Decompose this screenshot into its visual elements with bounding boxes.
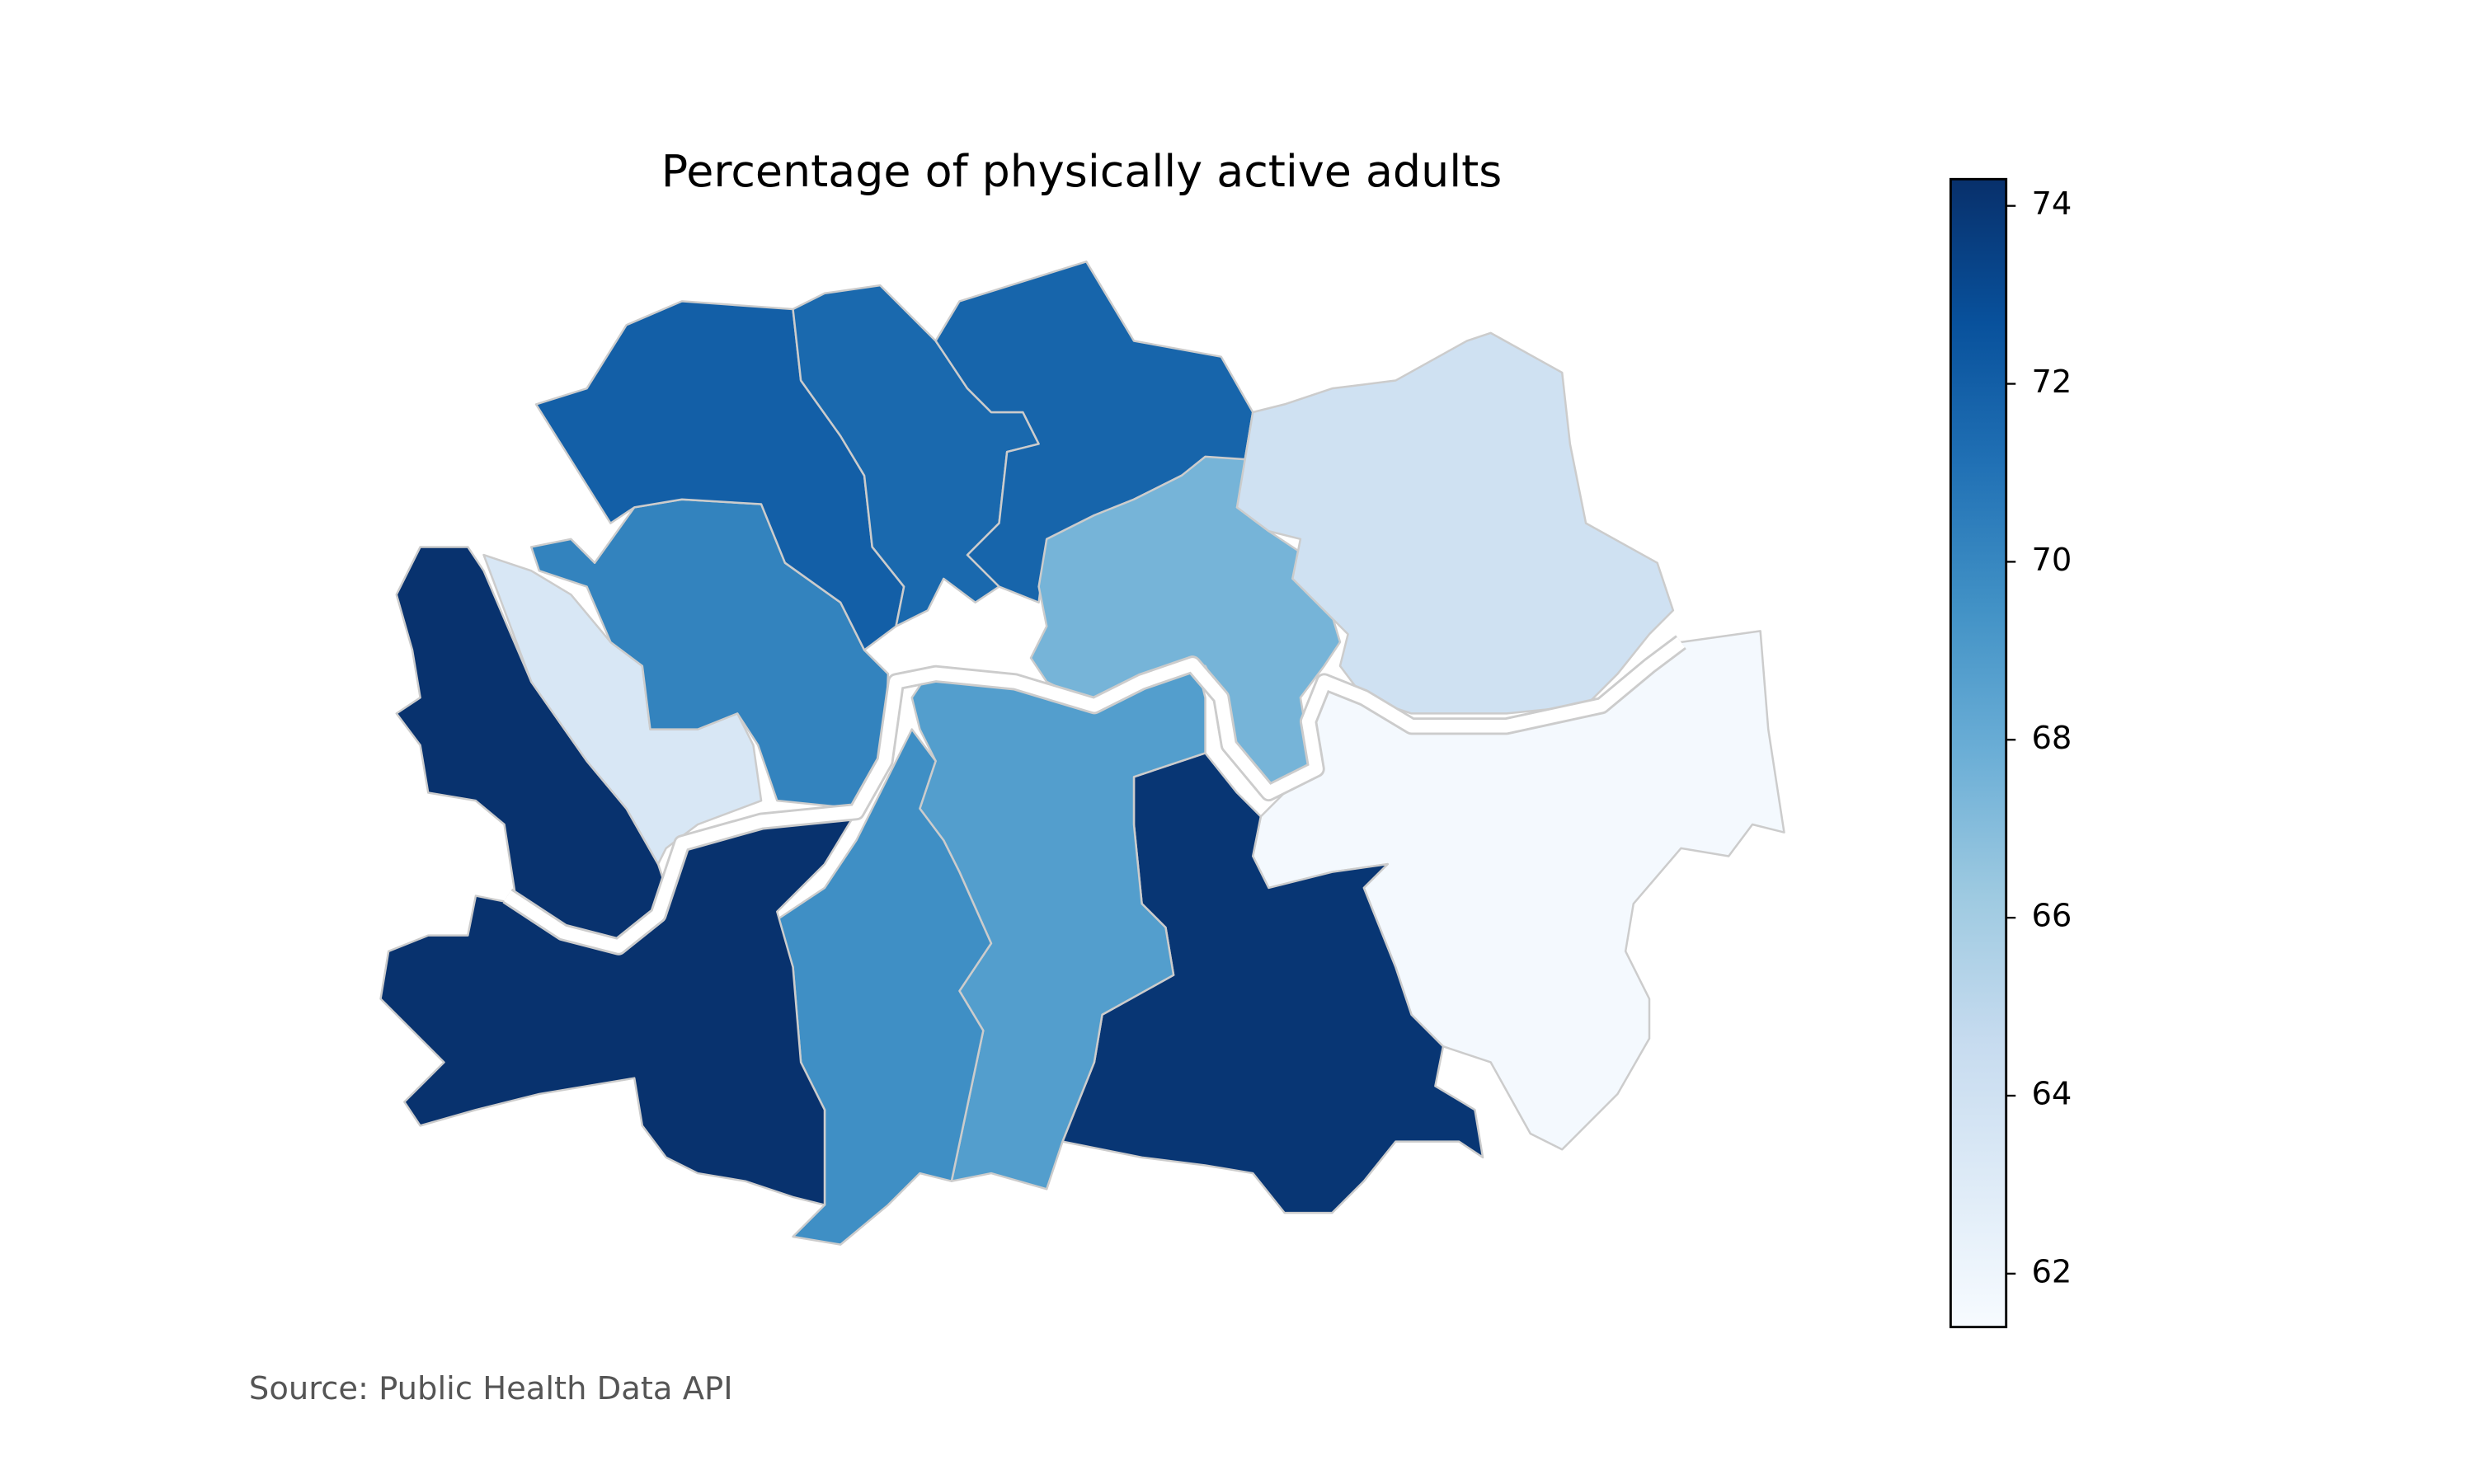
colorbar-tick-label: 64 <box>2031 1075 2072 1112</box>
colorbar-tick-label: 66 <box>2031 898 2072 935</box>
colorbar-tick-label: 70 <box>2031 542 2072 579</box>
colorbar-tick-label: 74 <box>2031 186 2072 223</box>
map <box>379 261 1785 1246</box>
region <box>1235 331 1675 715</box>
river-water <box>504 636 1686 953</box>
chart-title: Percentage of physically active adults <box>661 145 1503 197</box>
colorbar-fill <box>1949 177 2008 1329</box>
colorbar-tick-label: 68 <box>2031 720 2072 757</box>
region <box>482 553 763 866</box>
source-note: Source: Public Health Data API <box>249 1370 733 1407</box>
colorbar-tick-label: 72 <box>2031 364 2072 401</box>
colorbar-tick-label: 62 <box>2031 1253 2072 1290</box>
colorbar: 62 64 66 68 70 72 74 <box>1949 177 2072 1329</box>
